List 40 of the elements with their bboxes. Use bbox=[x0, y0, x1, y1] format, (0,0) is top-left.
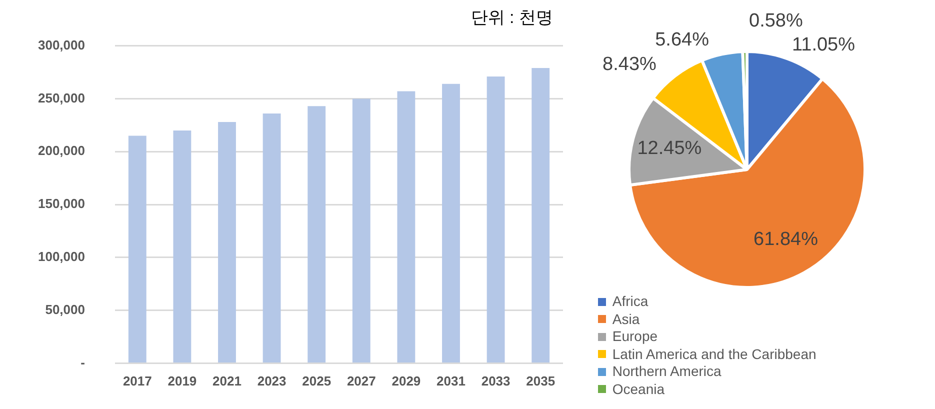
x-tick-label: 2029 bbox=[392, 374, 421, 389]
x-tick-label: 2025 bbox=[302, 374, 332, 389]
legend-label: Asia bbox=[612, 310, 640, 328]
bar bbox=[532, 68, 550, 362]
x-tick-label: 2031 bbox=[436, 374, 466, 389]
legend-label: Africa bbox=[612, 293, 648, 310]
y-tick-label: 50,000 bbox=[45, 302, 85, 317]
y-tick-label: - bbox=[80, 354, 85, 370]
data-label: 0.58% bbox=[749, 10, 804, 32]
legend-label: Europe bbox=[612, 328, 658, 346]
x-tick-label: 2021 bbox=[212, 374, 242, 389]
bar bbox=[397, 91, 416, 362]
x-tick-label: 2023 bbox=[257, 374, 286, 389]
y-tick-label: 300,000 bbox=[38, 37, 85, 52]
bar bbox=[352, 98, 370, 362]
bar bbox=[442, 84, 460, 362]
bar bbox=[173, 130, 192, 362]
data-label: 61.84% bbox=[754, 228, 818, 250]
x-tick-label: 2019 bbox=[168, 374, 197, 389]
y-tick-label: 100,000 bbox=[38, 248, 85, 264]
bar bbox=[128, 136, 146, 362]
data-label: 12.45% bbox=[638, 138, 702, 160]
bar bbox=[262, 114, 281, 362]
x-tick-label: 2033 bbox=[481, 374, 510, 389]
bar bbox=[218, 122, 236, 362]
legend-label: Latin America and the Caribbean bbox=[612, 346, 816, 363]
bar bbox=[308, 106, 326, 362]
x-tick-label: 2027 bbox=[346, 374, 376, 389]
y-tick-label: 150,000 bbox=[38, 196, 85, 212]
x-tick-label: 2017 bbox=[122, 374, 152, 389]
data-label: 5.64% bbox=[655, 30, 710, 51]
data-label: 11.05% bbox=[792, 34, 856, 56]
bar bbox=[486, 76, 505, 362]
x-tick-label: 2035 bbox=[526, 374, 556, 389]
legend-label: Northern America bbox=[612, 363, 722, 380]
data-label: 8.43% bbox=[602, 54, 657, 75]
y-tick-label: 250,000 bbox=[38, 90, 85, 106]
text: 단위 : 천명 bbox=[470, 8, 553, 28]
legend-label: Oceania bbox=[612, 380, 665, 398]
y-tick-label: 200,000 bbox=[38, 143, 85, 158]
